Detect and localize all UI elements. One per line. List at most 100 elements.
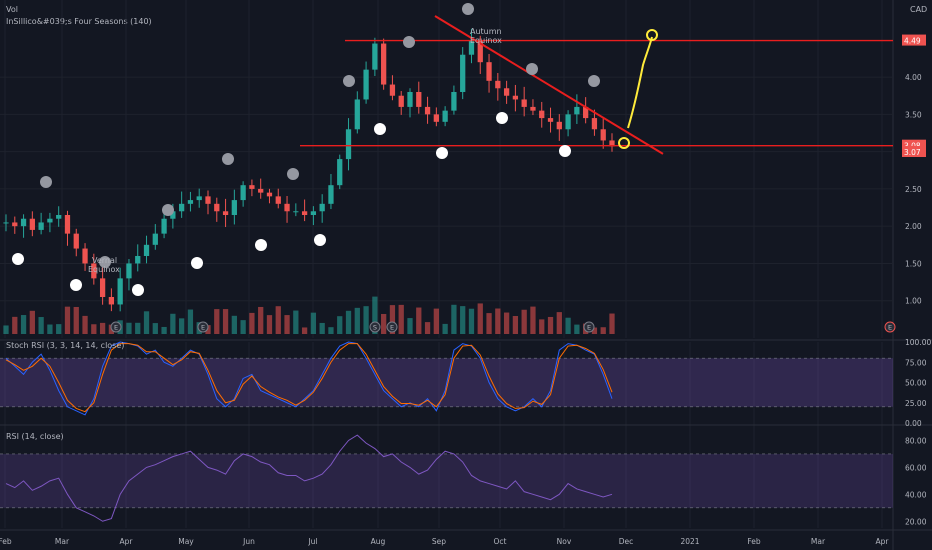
candle-body	[503, 88, 510, 96]
candle-body	[574, 106, 580, 115]
stoch-title: Stoch RSI (3, 3, 14, 14, close)	[6, 341, 124, 350]
full-moon-icon	[70, 279, 82, 291]
price-tick-label: 1.50	[905, 259, 922, 268]
price-tick-label: 3.50	[905, 110, 922, 119]
candle-body	[583, 106, 589, 119]
candle-body	[468, 40, 475, 55]
crescent-moon-icon	[94, 245, 99, 255]
rsi-tick-label: 20.00	[905, 517, 927, 526]
candle-body	[301, 211, 308, 215]
candle-body	[214, 203, 220, 212]
new-moon-icon	[526, 63, 538, 75]
volume-bar	[468, 308, 475, 334]
volume-bar	[12, 316, 18, 334]
volume-bar	[205, 325, 211, 334]
rsi-title: RSI (14, close)	[6, 432, 64, 441]
candle-body	[433, 114, 439, 122]
candle-body	[530, 106, 536, 111]
candle-body	[460, 54, 466, 92]
new-moon-icon	[588, 75, 600, 87]
volume-bar	[82, 315, 88, 334]
earnings-marker-icon	[110, 321, 122, 333]
x-tick-label: Apr	[876, 537, 890, 546]
candle-body	[231, 200, 237, 215]
candle-body	[293, 211, 299, 213]
volume-bar	[354, 307, 360, 334]
earnings-marker-label: S	[373, 324, 377, 332]
volume-bar	[530, 306, 536, 334]
volume-label: Vol	[6, 5, 18, 14]
stoch-tick-label: 25.00	[905, 399, 927, 408]
volume-bar	[258, 306, 264, 334]
candle-body	[539, 110, 545, 119]
earnings-marker-label: E	[587, 324, 591, 332]
candle-body	[249, 185, 255, 189]
volume-bar	[345, 310, 352, 334]
stoch-k-line	[5, 341, 613, 416]
candle-body	[170, 211, 176, 219]
candle-body	[398, 95, 404, 107]
new-moon-icon	[462, 3, 474, 15]
candle-body	[117, 278, 123, 305]
rsi-tick-label: 60.00	[905, 463, 927, 472]
candle-body	[82, 248, 88, 264]
candle-body	[275, 196, 281, 204]
volume-bar	[73, 306, 79, 334]
volume-bar	[416, 307, 422, 334]
full-moon-icon	[314, 234, 326, 246]
volume-bar	[486, 313, 492, 334]
volume-bar	[222, 309, 229, 334]
target-circle	[646, 29, 658, 41]
volume-bar	[275, 306, 281, 334]
volume-bar	[477, 303, 483, 334]
volume-bar	[64, 306, 71, 334]
x-tick-label: Jul	[307, 537, 317, 546]
price-label: 4.49	[904, 37, 921, 46]
full-moon-icon	[132, 284, 144, 296]
new-moon-icon	[99, 256, 111, 268]
x-tick-label: Mar	[55, 537, 70, 546]
volume-bar	[556, 312, 562, 334]
volume-bar	[600, 327, 606, 334]
volume-bar	[591, 327, 598, 334]
volume-bar	[231, 315, 237, 334]
volume-bar	[381, 313, 387, 334]
volume-bar	[240, 320, 246, 334]
x-tick-label: Feb	[0, 537, 12, 546]
volume-bar	[3, 325, 9, 334]
volume-bar	[91, 324, 97, 334]
volume-bar	[170, 313, 176, 334]
annotation-vernal-line1: Vernal	[92, 256, 117, 265]
rsi-band	[0, 453, 893, 508]
volume-bar	[161, 326, 167, 334]
volume-bar	[293, 310, 299, 334]
crescent-moon-icon	[609, 92, 614, 102]
rsi-tick-label: 80.00	[905, 436, 927, 445]
earnings-marker-icon	[583, 321, 595, 333]
volume-bar	[547, 316, 554, 334]
x-tick-label: 2021	[680, 537, 699, 546]
volume-bar	[521, 309, 527, 334]
full-moon-icon	[255, 239, 267, 251]
volume-bar	[495, 308, 501, 334]
stoch-tick-label: 50.00	[905, 379, 927, 388]
volume-bar	[126, 322, 132, 334]
candle-body	[477, 40, 483, 63]
projection-arrow	[627, 36, 653, 129]
earnings-marker-icon	[197, 321, 209, 333]
candle-body	[565, 114, 571, 130]
crescent-moon-icon	[305, 188, 310, 198]
candle-body	[284, 203, 290, 212]
candle-body	[3, 222, 9, 224]
candle-body	[20, 218, 27, 227]
earnings-marker-label: E	[201, 324, 205, 332]
candle-body	[600, 129, 606, 141]
candle-body	[345, 129, 352, 160]
new-moon-icon	[162, 204, 174, 216]
volume-bar	[407, 318, 413, 334]
candle-body	[29, 218, 35, 230]
new-moon-icon	[287, 168, 299, 180]
volume-bar	[565, 317, 571, 334]
full-moon-icon	[191, 257, 203, 269]
